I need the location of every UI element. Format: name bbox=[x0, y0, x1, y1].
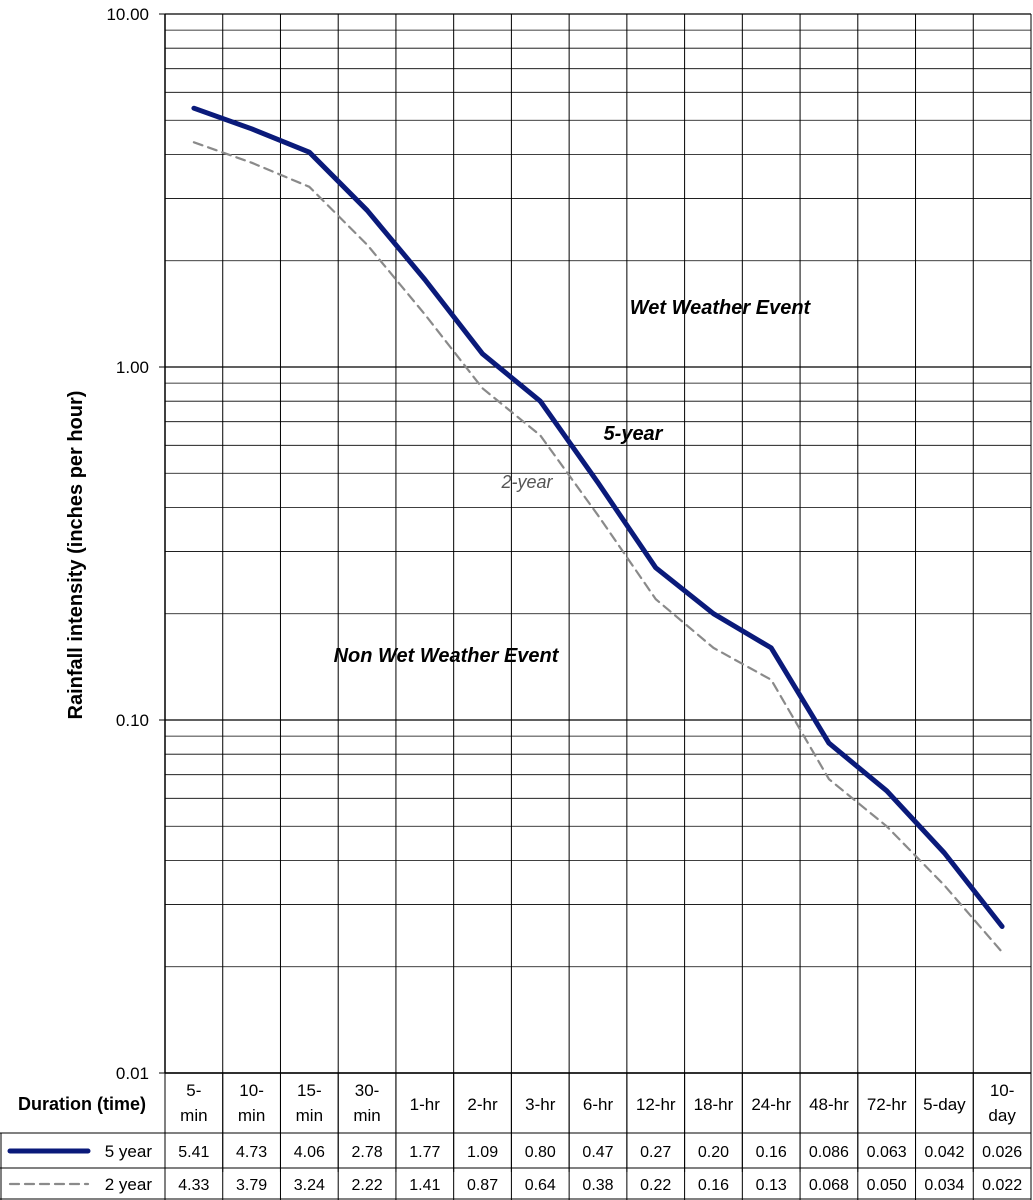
category-label: min bbox=[296, 1106, 323, 1125]
table-cell: 3.79 bbox=[236, 1177, 267, 1194]
category-label: 12-hr bbox=[636, 1095, 676, 1114]
category-label: 15- bbox=[297, 1081, 322, 1100]
category-label: min bbox=[180, 1106, 207, 1125]
category-label: 10- bbox=[239, 1081, 264, 1100]
category-label: 5- bbox=[186, 1081, 201, 1100]
category-label: 6-hr bbox=[583, 1095, 614, 1114]
category-label: 5-day bbox=[923, 1095, 966, 1114]
table-cell: 0.086 bbox=[809, 1144, 849, 1161]
table-cell: 0.068 bbox=[809, 1177, 849, 1194]
y-tick-label: 10.00 bbox=[106, 5, 149, 24]
table-cell: 0.80 bbox=[525, 1144, 556, 1161]
table-cell: 0.050 bbox=[867, 1177, 907, 1194]
table-cell: 1.09 bbox=[467, 1144, 498, 1161]
category-label: 3-hr bbox=[525, 1095, 556, 1114]
table-cell: 0.063 bbox=[867, 1144, 907, 1161]
annotation-2-year: 2-year bbox=[500, 472, 553, 492]
category-label: min bbox=[353, 1106, 380, 1125]
annotation-5-year: 5-year bbox=[604, 423, 664, 445]
table-cell: 2.22 bbox=[351, 1177, 382, 1194]
series-lines bbox=[191, 105, 1005, 954]
y-tick-label: 0.10 bbox=[116, 711, 149, 730]
table-cell: 0.27 bbox=[640, 1144, 671, 1161]
table-cell: 0.38 bbox=[582, 1177, 613, 1194]
category-label: 10- bbox=[990, 1081, 1015, 1100]
table-cell: 0.13 bbox=[756, 1177, 787, 1194]
table-cell: 5.41 bbox=[178, 1144, 209, 1161]
category-label: 72-hr bbox=[867, 1095, 907, 1114]
category-label: 48-hr bbox=[809, 1095, 849, 1114]
legend-2-year-label: 2 year bbox=[105, 1175, 153, 1194]
annotation-non-wet-weather: Non Wet Weather Event bbox=[334, 645, 560, 667]
table-cell: 1.77 bbox=[409, 1144, 440, 1161]
series-2-year-line bbox=[192, 141, 1004, 954]
data-table: 5- min 10- min 15- min 30- min 1-hr 2-hr 3-hr 6-hr 1… bbox=[0, 14, 1032, 1200]
y-axis-label: Rainfall intensity (inches per hour) bbox=[65, 391, 87, 720]
y-tick-label: 0.01 bbox=[116, 1064, 149, 1083]
table-cell: 4.33 bbox=[178, 1177, 209, 1194]
axes: 10.00 1.00 0.10 0.01 bbox=[106, 5, 1031, 1083]
category-label: 1-hr bbox=[410, 1095, 441, 1114]
table-cell: 0.16 bbox=[698, 1177, 729, 1194]
category-label: 24-hr bbox=[751, 1095, 791, 1114]
table-cell: 0.47 bbox=[582, 1144, 613, 1161]
table-cell: 0.034 bbox=[924, 1177, 964, 1194]
y-tick-label: 1.00 bbox=[116, 358, 149, 377]
category-label: 30- bbox=[355, 1081, 380, 1100]
category-label: day bbox=[988, 1106, 1016, 1125]
table-cell: 0.16 bbox=[756, 1144, 787, 1161]
grid-lines bbox=[164, 13, 1032, 1172]
table-cell: 0.042 bbox=[924, 1144, 964, 1161]
table-cell: 4.06 bbox=[294, 1144, 325, 1161]
legend-5-year-label: 5 year bbox=[105, 1142, 153, 1161]
table-cell: 0.20 bbox=[698, 1144, 729, 1161]
duration-header: Duration (time) bbox=[18, 1094, 146, 1114]
table-cell: 0.87 bbox=[467, 1177, 498, 1194]
category-label: 2-hr bbox=[467, 1095, 498, 1114]
table-cell: 0.026 bbox=[982, 1144, 1022, 1161]
table-cell: 0.22 bbox=[640, 1177, 671, 1194]
table-cell: 3.24 bbox=[294, 1177, 325, 1194]
table-cell: 0.022 bbox=[982, 1177, 1022, 1194]
series-5-year-line bbox=[191, 105, 1005, 929]
table-cell: 0.64 bbox=[525, 1177, 556, 1194]
table-cell: 1.41 bbox=[409, 1177, 440, 1194]
annotation-wet-weather: Wet Weather Event bbox=[630, 297, 812, 319]
table-cell: 4.73 bbox=[236, 1144, 267, 1161]
table-cell: 2.78 bbox=[351, 1144, 382, 1161]
category-label: 18-hr bbox=[694, 1095, 734, 1114]
category-label: min bbox=[238, 1106, 265, 1125]
